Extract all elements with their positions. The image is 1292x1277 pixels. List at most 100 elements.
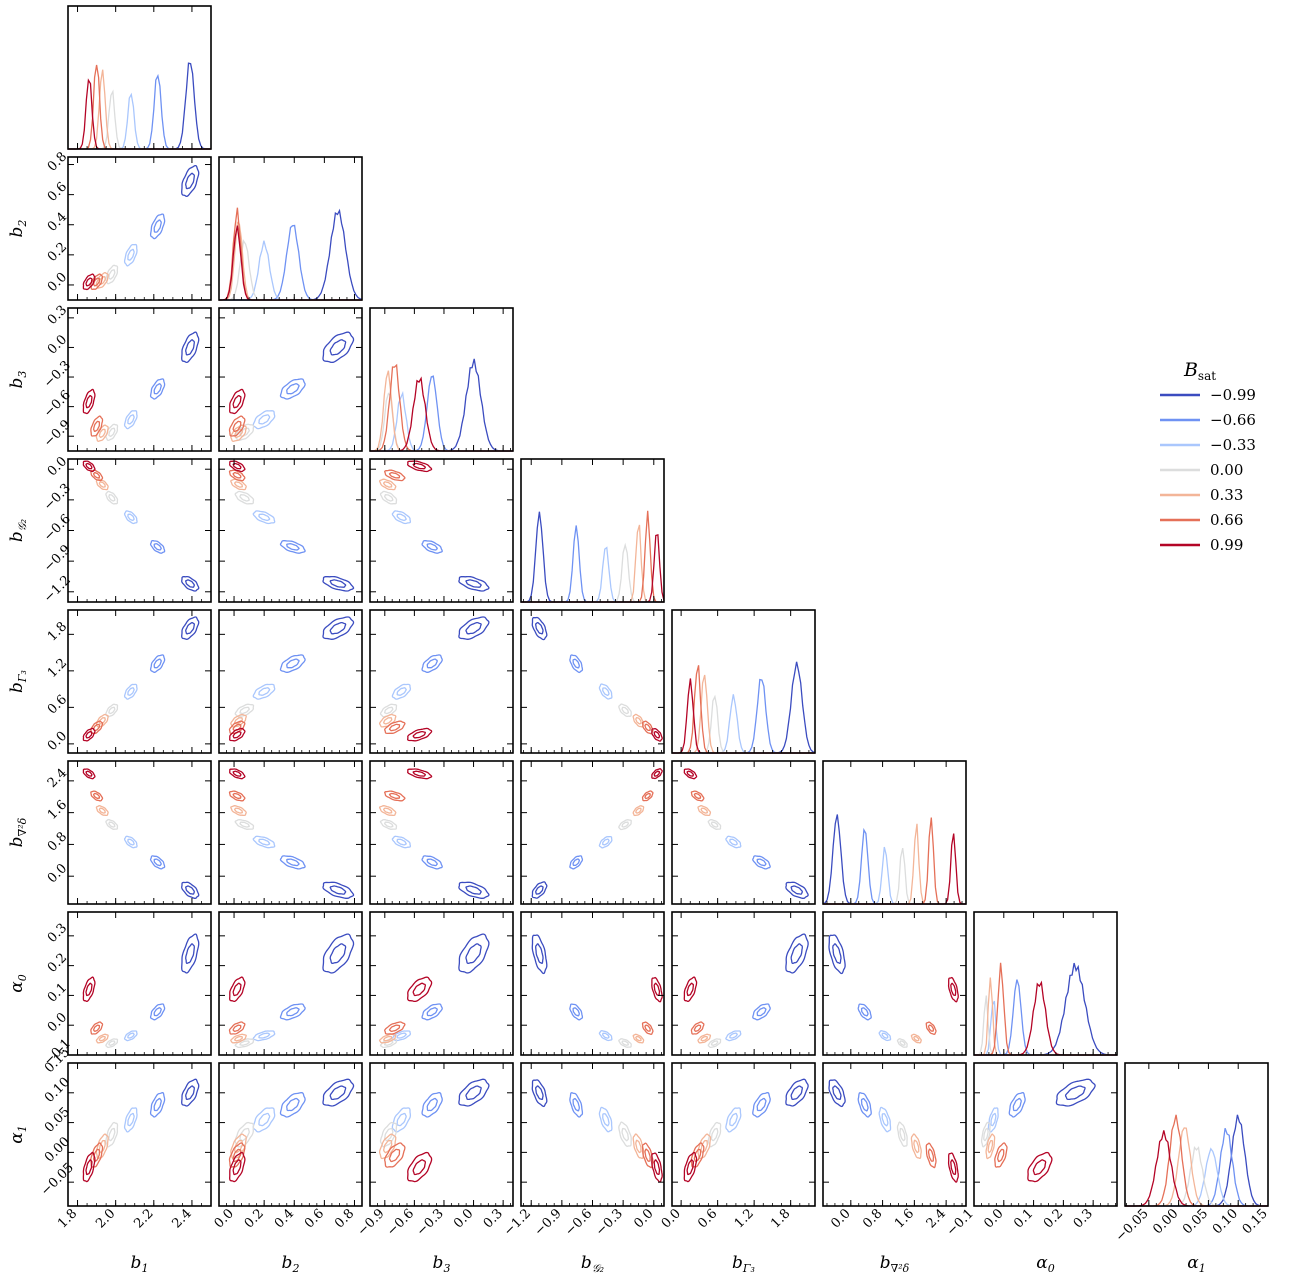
contour-0.33-68 — [234, 481, 243, 488]
contour-0.66-68 — [644, 792, 651, 800]
x-tick-label: −0.9 — [532, 1206, 565, 1239]
contour-0.33-95 — [632, 713, 645, 728]
contour-0.66-95 — [641, 1142, 654, 1169]
contour-−0.99-95 — [181, 164, 200, 197]
contour-0.33-68 — [98, 1035, 106, 1042]
panel-5-0 — [82, 768, 200, 899]
x-tick-label: 0.8 — [332, 1206, 357, 1231]
contour-0.00-95 — [234, 1038, 255, 1049]
contour-0.66-95 — [690, 1021, 705, 1035]
contour-0.99-95 — [407, 460, 433, 473]
contour-0.00-95 — [896, 1038, 908, 1048]
panel-frame — [218, 307, 363, 452]
panel-4-2 — [378, 616, 490, 742]
axis-label: α1 — [7, 1125, 29, 1143]
contour-0.00-95 — [707, 818, 722, 830]
y-tick-label: 0.6 — [45, 692, 70, 717]
contour-0.00-95 — [105, 1038, 119, 1049]
contour-−0.66-95 — [1008, 1092, 1026, 1118]
x-tick-label: −0.6 — [384, 1206, 417, 1239]
histogram-1 — [219, 207, 363, 301]
contour-0.00-68 — [239, 706, 250, 715]
contour-−0.99-68 — [185, 579, 195, 588]
contour-0.00-68 — [239, 1127, 250, 1142]
contour-0.00-95 — [105, 703, 119, 718]
contour-−0.33-95 — [123, 1030, 138, 1042]
contour-0.00-95 — [105, 818, 119, 830]
y-tick-label: 0.6 — [45, 180, 70, 205]
panel-6-1 — [228, 933, 355, 1049]
panel-frame — [218, 911, 363, 1056]
panel-frame — [822, 760, 967, 905]
contour-0.99-95 — [651, 768, 663, 780]
contour-−0.66-95 — [149, 1003, 166, 1021]
contour-−0.33-95 — [987, 1107, 999, 1133]
contour-0.66-68 — [693, 1148, 702, 1163]
legend: Bsat −0.99 −0.66 −0.33 0.00 0.33 0.66 0.99 — [1160, 359, 1256, 554]
x-tick-label: 0.00 — [1150, 1206, 1181, 1237]
contour-−0.33-68 — [258, 1112, 271, 1127]
contour-0.99-95 — [683, 768, 698, 780]
contour-0.66-95 — [641, 1021, 654, 1035]
panel-frame — [218, 1062, 363, 1207]
contour-−0.66-95 — [569, 855, 584, 870]
contour-−0.33-95 — [878, 1030, 892, 1042]
contour-0.33-68 — [98, 717, 106, 725]
contour-−0.99-68 — [329, 579, 347, 588]
histogram-5 — [822, 814, 966, 905]
contour-0.00-95 — [379, 818, 398, 830]
x-tick-label: 0.0 — [631, 1206, 656, 1231]
contour-0.00-95 — [618, 1038, 632, 1048]
contour-0.33-95 — [378, 1133, 397, 1160]
contour-0.99-68 — [232, 730, 242, 739]
contour-−0.33-68 — [127, 1112, 135, 1127]
contour-0.99-95 — [82, 273, 96, 291]
contour-0.00-95 — [379, 1038, 398, 1049]
panel-frame — [218, 760, 363, 905]
contour-−0.33-68 — [990, 1112, 997, 1127]
contour-0.66-95 — [228, 469, 246, 482]
contour-0.00-68 — [710, 1127, 719, 1142]
contour-0.00-95 — [105, 1121, 119, 1148]
contour-−0.33-95 — [123, 510, 138, 525]
panel-5-4 — [683, 768, 809, 899]
contour-0.99-68 — [85, 982, 93, 997]
x-tick-label: 0.1 — [1011, 1206, 1036, 1231]
contour-−0.33-68 — [729, 1032, 738, 1039]
contour-0.33-95 — [697, 805, 712, 817]
contour-−0.33-68 — [127, 1032, 135, 1039]
contour-−0.66-95 — [857, 1003, 872, 1021]
contour-0.00-68 — [108, 1040, 116, 1046]
x-tick-label: 0.05 — [1180, 1206, 1211, 1237]
contour-−0.66-95 — [279, 1003, 306, 1021]
contour-0.99-95 — [229, 768, 246, 780]
contour-0.99-95 — [82, 768, 96, 780]
contour-−0.33-68 — [881, 1032, 889, 1039]
contour-−0.99-68 — [832, 1085, 842, 1101]
contour-0.66-95 — [90, 720, 104, 735]
contour-0.00-95 — [896, 1121, 908, 1147]
contour-−0.99-68 — [790, 885, 803, 895]
contour-−0.33-68 — [258, 838, 271, 846]
x-tick-label: 0.2 — [242, 1206, 267, 1231]
x-tick-label: 1.8 — [768, 1206, 793, 1231]
contour-−0.66-95 — [421, 855, 443, 870]
contour-0.99-95 — [82, 460, 96, 473]
contour-−0.99-95 — [458, 881, 490, 899]
contour-−0.66-95 — [279, 855, 306, 870]
contour-0.33-68 — [913, 1139, 920, 1154]
contour-0.66-95 — [384, 790, 406, 802]
contour-0.66-95 — [90, 1142, 104, 1168]
contour-−0.99-95 — [322, 575, 355, 592]
hist-0.00 — [823, 847, 966, 905]
contour-−0.66-68 — [426, 543, 438, 551]
contour-−0.33-68 — [127, 414, 135, 425]
contour-0.99-68 — [85, 1159, 93, 1176]
contour-0.66-68 — [232, 420, 242, 433]
hist-−0.33 — [823, 846, 966, 905]
contour-0.66-68 — [927, 1148, 935, 1162]
contour-0.99-95 — [407, 976, 433, 1003]
contour-−0.66-95 — [569, 1003, 584, 1021]
contour-0.00-95 — [234, 818, 255, 830]
